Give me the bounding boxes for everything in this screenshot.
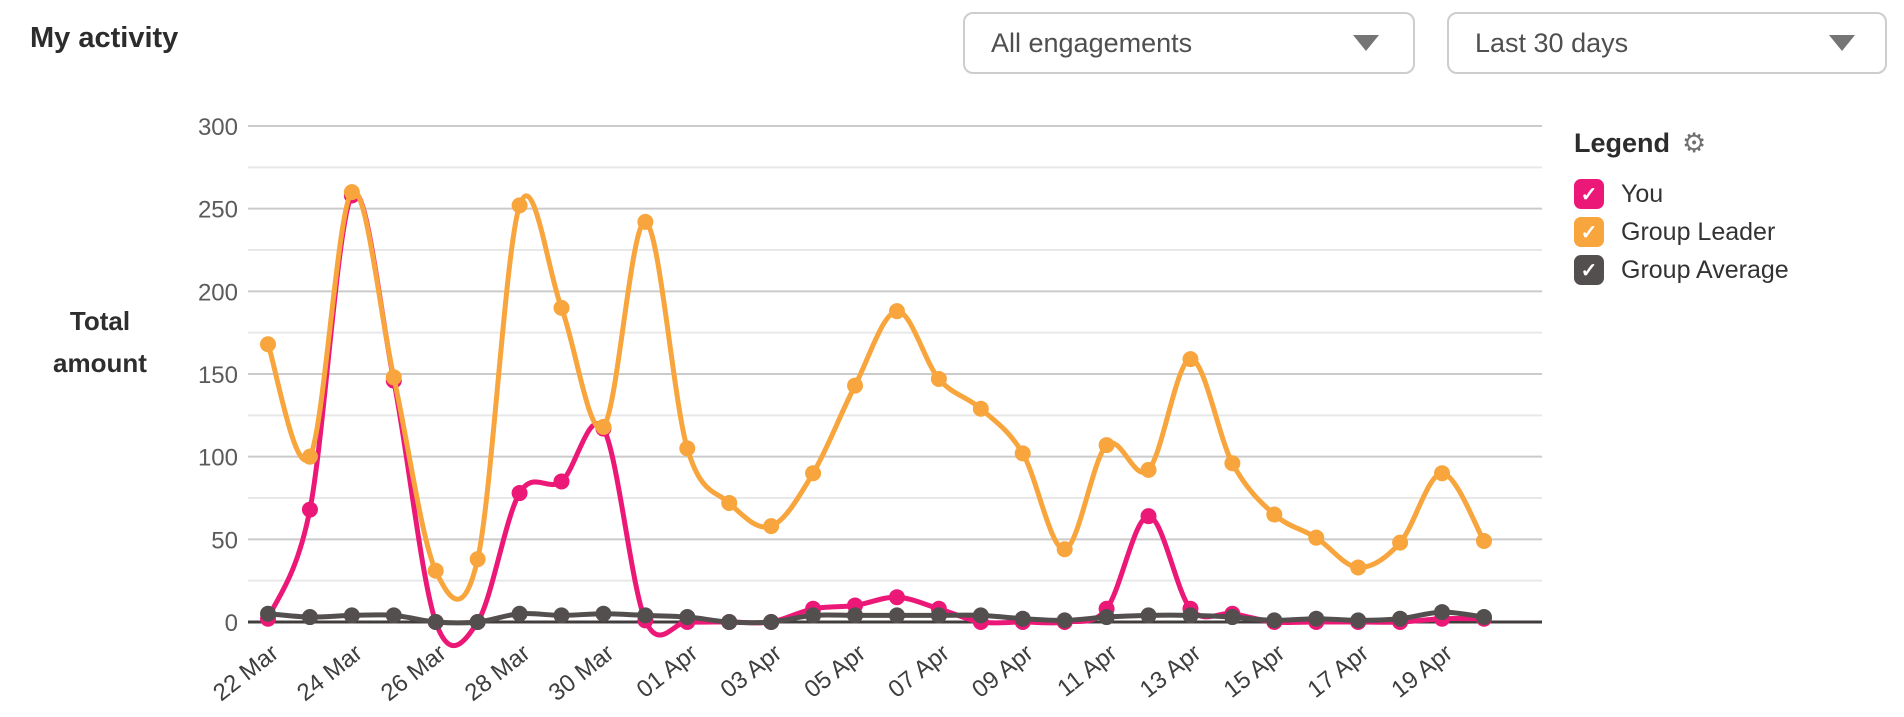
legend-title: Legend bbox=[1574, 128, 1671, 158]
svg-text:11 Apr: 11 Apr bbox=[1052, 639, 1122, 702]
svg-text:17 Apr: 17 Apr bbox=[1303, 639, 1374, 703]
gear-icon[interactable]: ⚙ bbox=[1682, 128, 1707, 158]
y-axis-title: Total amount bbox=[53, 306, 147, 378]
svg-text:03 Apr: 03 Apr bbox=[716, 639, 787, 703]
legend-item-group-average[interactable]: ✓ Group Average bbox=[1574, 255, 1789, 285]
svg-text:50: 50 bbox=[211, 527, 238, 554]
svg-text:0: 0 bbox=[225, 610, 238, 637]
date-range-value: Last 30 days bbox=[1475, 27, 1629, 58]
svg-text:30 Mar: 30 Mar bbox=[544, 639, 619, 706]
engagement-filter-dropdown[interactable]: All engagements bbox=[963, 12, 1415, 74]
date-range-dropdown[interactable]: Last 30 days bbox=[1447, 12, 1887, 74]
checkbox-checked-icon[interactable]: ✓ bbox=[1574, 255, 1604, 285]
engagement-filter-value: All engagements bbox=[991, 27, 1193, 58]
legend-item-group-leader[interactable]: ✓ Group Leader bbox=[1574, 217, 1789, 247]
svg-text:09 Apr: 09 Apr bbox=[967, 639, 1038, 703]
svg-text:150: 150 bbox=[198, 362, 238, 389]
svg-text:19 Apr: 19 Apr bbox=[1386, 639, 1457, 703]
legend-item-you[interactable]: ✓ You bbox=[1574, 179, 1789, 209]
legend-item-label: Group Leader bbox=[1621, 217, 1776, 246]
svg-text:100: 100 bbox=[198, 445, 238, 472]
svg-text:28 Mar: 28 Mar bbox=[460, 639, 535, 706]
svg-text:07 Apr: 07 Apr bbox=[883, 639, 954, 703]
checkbox-checked-icon[interactable]: ✓ bbox=[1574, 217, 1604, 247]
svg-text:300: 300 bbox=[198, 114, 238, 141]
svg-text:250: 250 bbox=[198, 197, 238, 224]
svg-text:05 Apr: 05 Apr bbox=[799, 639, 870, 703]
svg-text:13 Apr: 13 Apr bbox=[1135, 639, 1206, 703]
svg-text:15 Apr: 15 Apr bbox=[1219, 639, 1290, 703]
chevron-down-icon bbox=[1829, 35, 1855, 51]
legend-item-label: Group Average bbox=[1621, 255, 1789, 284]
checkbox-checked-icon[interactable]: ✓ bbox=[1574, 179, 1604, 209]
chevron-down-icon bbox=[1353, 35, 1379, 51]
svg-text:26 Mar: 26 Mar bbox=[376, 639, 451, 706]
page-title: My activity bbox=[30, 22, 179, 54]
legend: Legend ⚙ ✓ You ✓ Group Leader ✓ Group Av… bbox=[1574, 128, 1789, 293]
legend-item-label: You bbox=[1621, 179, 1664, 208]
svg-text:24 Mar: 24 Mar bbox=[292, 639, 367, 706]
svg-text:22 Mar: 22 Mar bbox=[208, 639, 283, 706]
svg-text:200: 200 bbox=[198, 279, 238, 306]
svg-text:01 Apr: 01 Apr bbox=[632, 639, 703, 703]
